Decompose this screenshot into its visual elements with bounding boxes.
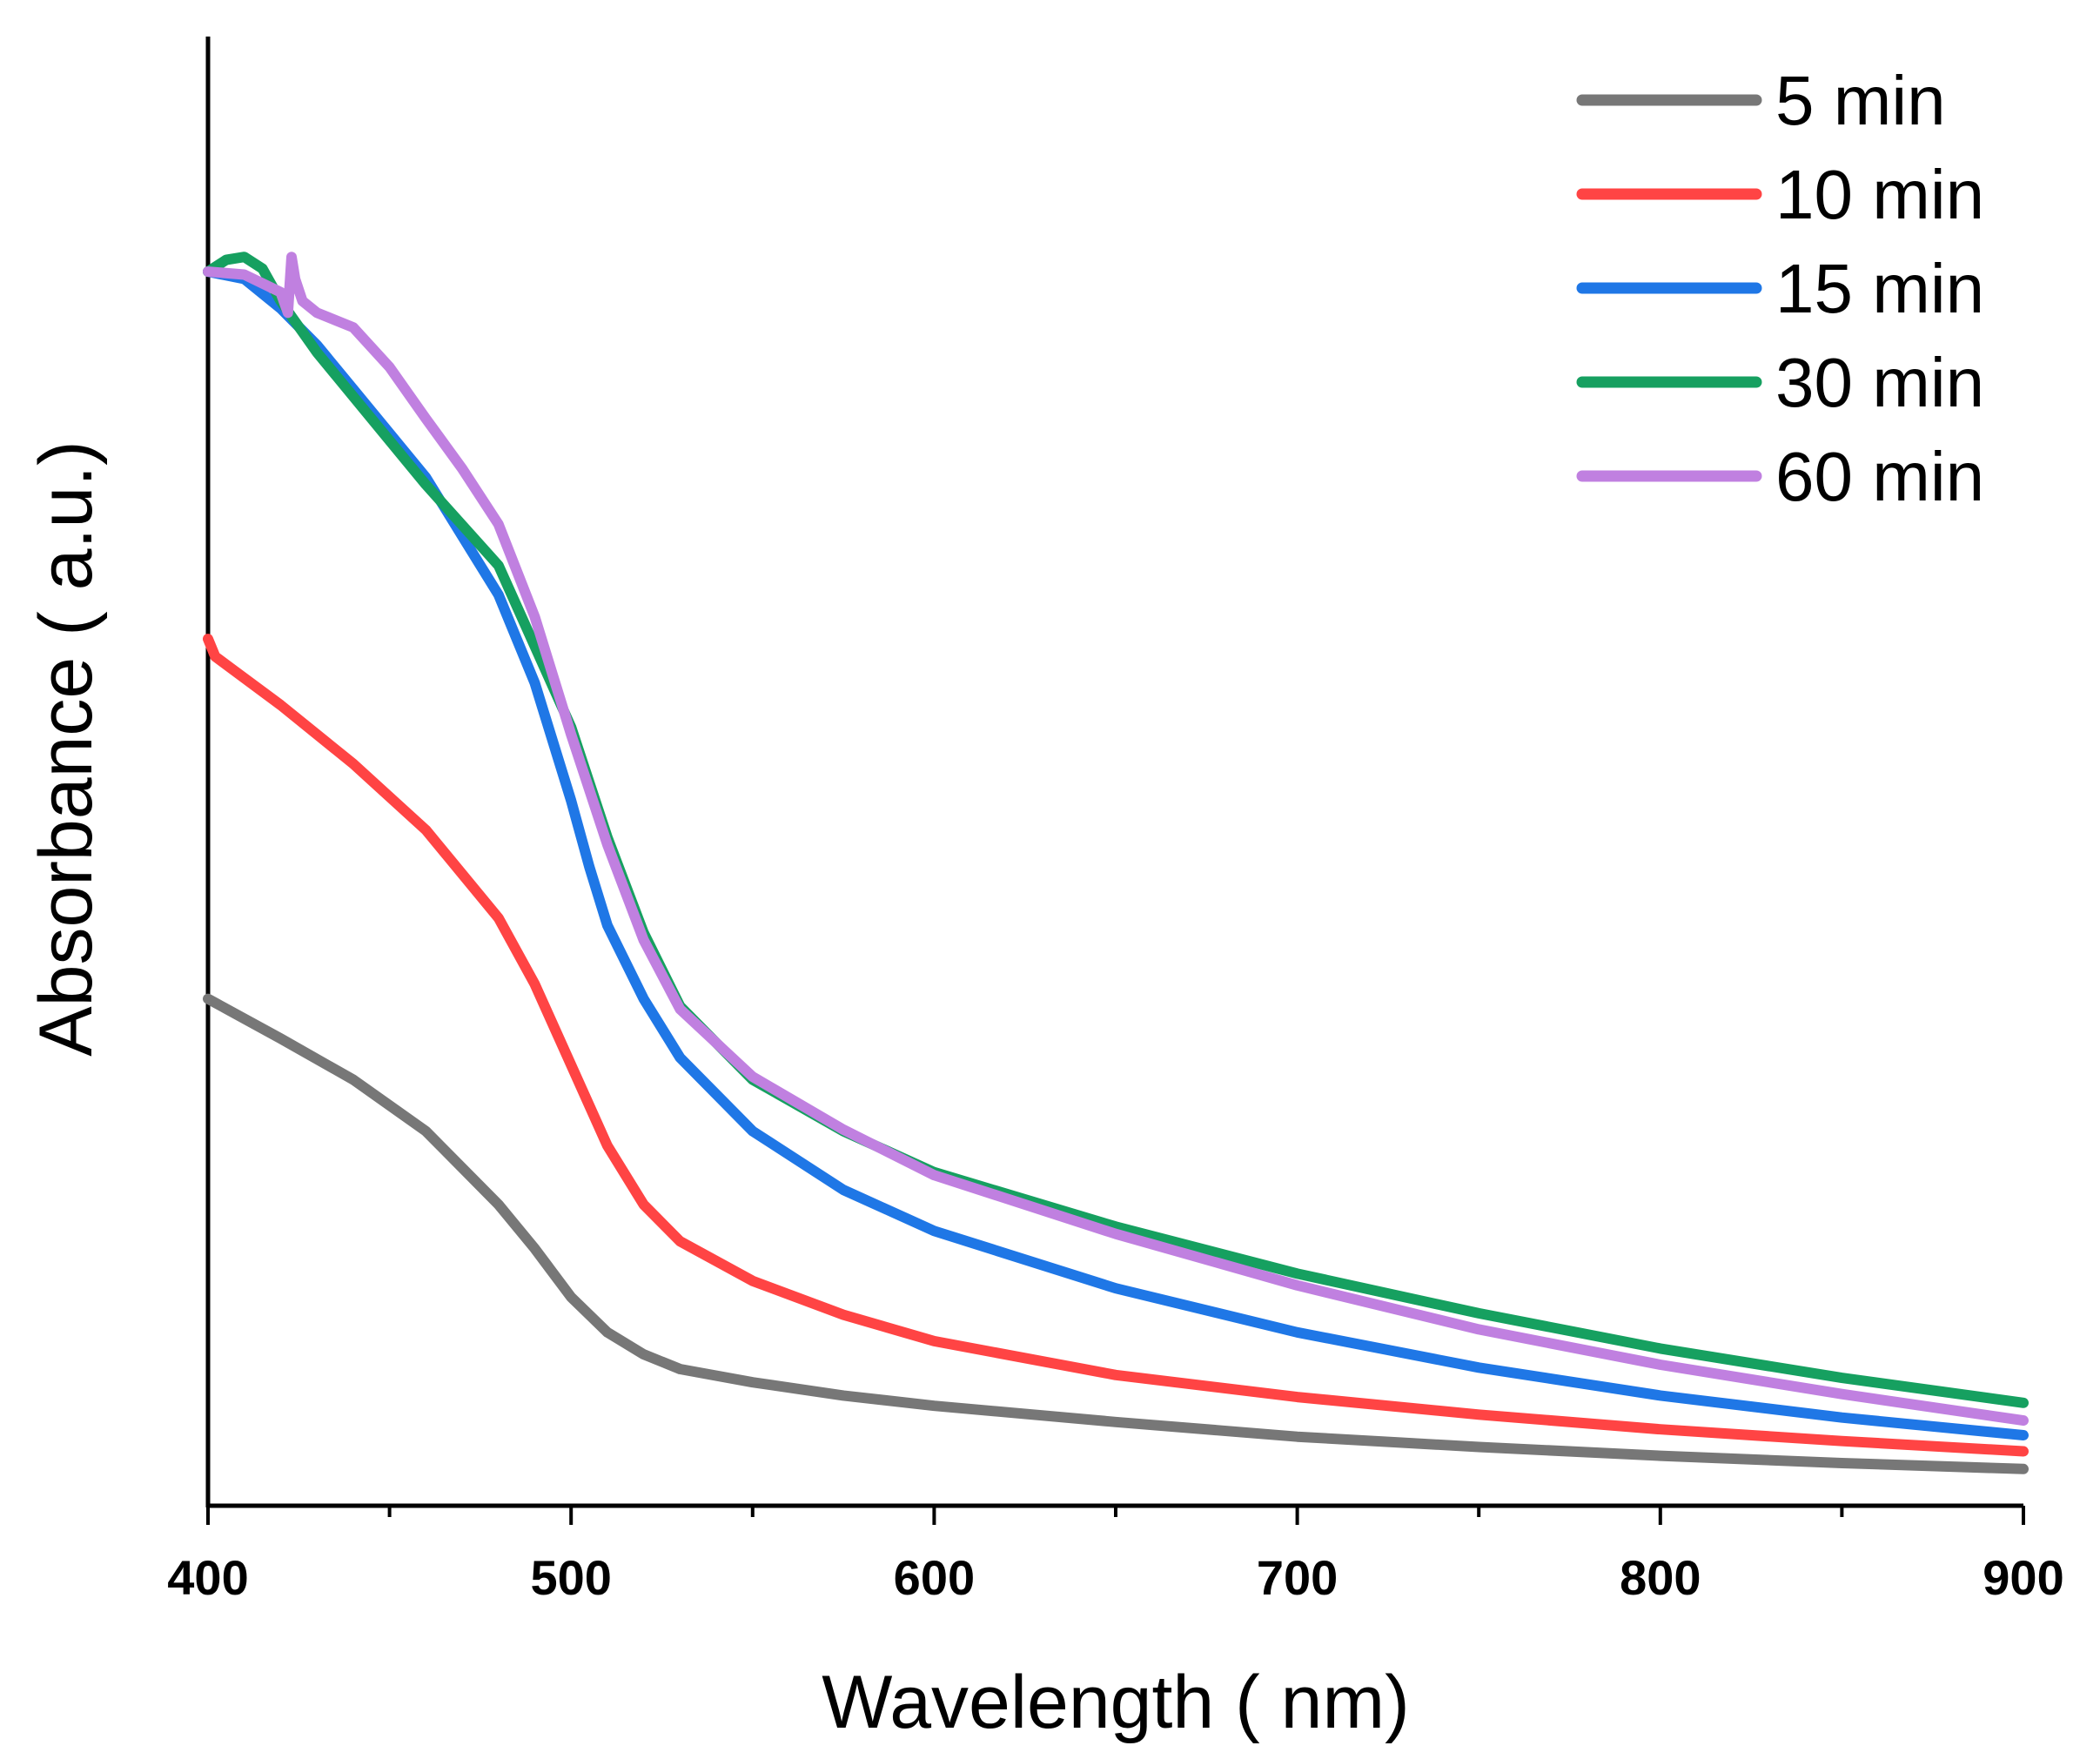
legend-label-15-min: 15 min: [1775, 250, 1984, 327]
y-axis-title: Absorbance ( a.u.): [24, 440, 108, 1056]
series-line-10-min: [203, 634, 2029, 1457]
legend-label-30-min: 30 min: [1775, 344, 1984, 421]
x-tick-label-400: 400: [167, 1550, 248, 1605]
x-tick-label-500: 500: [530, 1550, 611, 1605]
legend-label-60-min: 60 min: [1775, 438, 1984, 515]
series-layer: [203, 252, 2029, 1474]
x-tick-label-800: 800: [1620, 1550, 1701, 1605]
legend-label-5-min: 5 min: [1775, 62, 1946, 139]
x-axis-title: Wavelength ( nm): [822, 1661, 1410, 1744]
x-tick-label-900: 900: [1983, 1550, 2063, 1605]
legend-label-10-min: 10 min: [1775, 156, 1984, 233]
x-tick-label-600: 600: [894, 1550, 975, 1605]
legend: 5 min 10 min 15 min 30 min 60 min: [1576, 62, 1984, 515]
series-line-60-min: [203, 252, 2029, 1427]
x-tick-label-700: 700: [1257, 1550, 1338, 1605]
x-ticks: 400 500 600 700 800 900: [167, 1506, 2064, 1605]
series-line-5-min: [203, 993, 2029, 1474]
